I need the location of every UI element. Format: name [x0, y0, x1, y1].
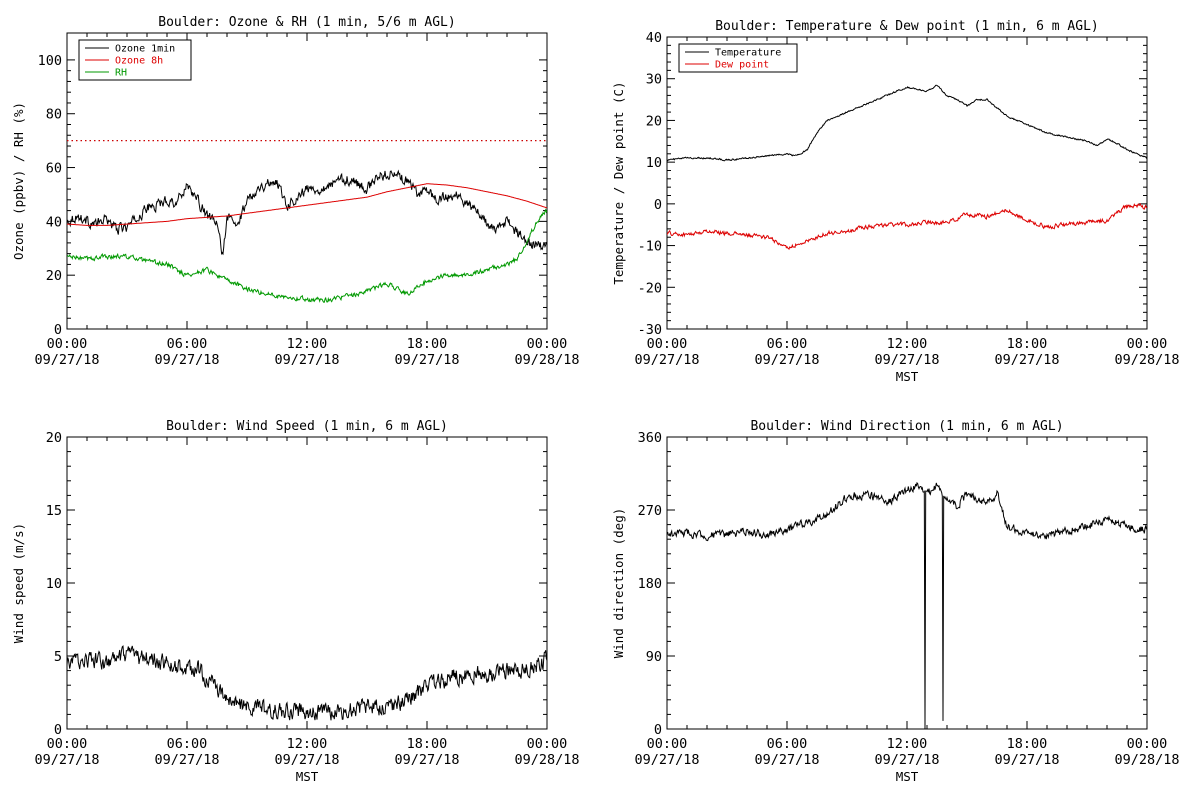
y-tick-label: 60: [46, 161, 62, 177]
x-tick-date-label: 09/27/18: [994, 752, 1059, 768]
chart-title: Boulder: Ozone & RH (1 min, 5/6 m AGL): [158, 15, 455, 30]
x-axis-label: MST: [296, 769, 319, 784]
y-tick-label: 20: [46, 268, 62, 284]
y-tick-label: 20: [646, 113, 662, 129]
x-tick-label: 00:00: [647, 736, 688, 752]
legend-entry: Temperature: [715, 48, 781, 59]
series-line-temperature: [667, 84, 1147, 162]
x-axis-label: MST: [896, 369, 919, 384]
plot-frame: [666, 436, 1148, 730]
x-tick-label: 00:00: [1127, 336, 1168, 352]
y-tick-label: -10: [638, 239, 662, 255]
legend-entry: Ozone 8h: [115, 56, 163, 67]
chart-panel-1: Boulder: Ozone & RH (1 min, 5/6 m AGL) 0 2…: [11, 15, 580, 368]
x-tick-date-label: 09/27/18: [994, 352, 1059, 368]
x-tick-label: 18:00: [1007, 336, 1048, 352]
series-line-main: [667, 481, 1147, 729]
y-tick-label: 0: [54, 322, 62, 338]
x-tick-label: 00:00: [527, 336, 568, 352]
x-tick-date-label: 09/28/18: [1114, 752, 1179, 768]
x-axis-label: MST: [896, 769, 919, 784]
y-tick-label: -20: [638, 280, 662, 296]
x-tick-label: 00:00: [1127, 736, 1168, 752]
legend: [678, 43, 798, 73]
y-axis-label: Ozone (ppbv) / RH (%): [11, 102, 26, 260]
x-tick-label: 12:00: [287, 336, 328, 352]
legend-entry: Dew point: [715, 60, 769, 71]
x-tick-date-label: 09/27/18: [874, 752, 939, 768]
y-tick-label: 5: [54, 649, 62, 665]
y-tick-label: 80: [46, 107, 62, 123]
y-axis-label: Wind direction (deg): [611, 508, 626, 659]
x-tick-date-label: 09/27/18: [634, 352, 699, 368]
x-tick-label: 00:00: [47, 736, 88, 752]
chart-title: Boulder: Wind Direction (1 min, 6 m AGL): [750, 419, 1063, 434]
chart-panel-3: Boulder: Wind Speed (1 min, 6 m AGL) 0 5 10…: [11, 419, 580, 784]
x-tick-date-label: 09/27/18: [394, 752, 459, 768]
y-tick-label: 100: [38, 53, 62, 69]
series-line-main: [67, 645, 547, 721]
x-tick-label: 18:00: [407, 336, 448, 352]
y-tick-label: -30: [638, 322, 662, 338]
y-tick-label: 40: [46, 214, 62, 230]
y-tick-label: 20: [46, 430, 62, 446]
y-tick-label: 0: [54, 722, 62, 738]
x-tick-date-label: 09/28/18: [1114, 352, 1179, 368]
y-tick-label: 270: [638, 503, 662, 519]
x-tick-label: 12:00: [887, 736, 928, 752]
x-tick-date-label: 09/27/18: [754, 352, 819, 368]
y-tick-label: 30: [646, 72, 662, 88]
y-axis-label: Wind speed (m/s): [11, 523, 26, 643]
x-tick-label: 06:00: [167, 736, 208, 752]
series-line-ozone-8h: [67, 183, 547, 226]
x-tick-date-label: 09/27/18: [274, 752, 339, 768]
x-tick-label: 00:00: [527, 736, 568, 752]
x-tick-label: 06:00: [767, 336, 808, 352]
legend-entry: Ozone 1min: [115, 44, 175, 55]
x-tick-date-label: 09/27/18: [754, 752, 819, 768]
x-tick-date-label: 09/27/18: [874, 352, 939, 368]
y-tick-label: 15: [46, 503, 62, 519]
y-tick-label: 90: [646, 649, 662, 665]
y-axis-label: Temperature / Dew point (C): [611, 81, 626, 284]
x-tick-date-label: 09/27/18: [34, 352, 99, 368]
x-tick-label: 06:00: [167, 336, 208, 352]
chart-title: Boulder: Temperature & Dew point (1 min,…: [715, 19, 1099, 34]
x-tick-label: 00:00: [47, 336, 88, 352]
y-tick-label: 0: [654, 722, 662, 738]
x-tick-date-label: 09/27/18: [34, 752, 99, 768]
y-tick-label: 10: [646, 155, 662, 171]
x-tick-label: 18:00: [407, 736, 448, 752]
x-tick-label: 00:00: [647, 336, 688, 352]
y-tick-label: 10: [46, 576, 62, 592]
x-tick-date-label: 09/28/18: [514, 352, 579, 368]
chart-panel-2: Boulder: Temperature & Dew point (1 min,…: [611, 19, 1180, 384]
x-tick-label: 12:00: [887, 336, 928, 352]
series-line-rh: [67, 208, 547, 303]
x-tick-label: 18:00: [1007, 736, 1048, 752]
chart-panel-4: Boulder: Wind Direction (1 min, 6 m AGL)…: [611, 419, 1180, 784]
y-tick-label: 40: [646, 30, 662, 46]
series-line-dew-point: [667, 202, 1147, 251]
y-tick-label: 0: [654, 197, 662, 213]
legend-entry: RH: [115, 68, 127, 79]
x-tick-date-label: 09/27/18: [634, 752, 699, 768]
x-tick-date-label: 09/27/18: [274, 352, 339, 368]
plot-frame: [666, 36, 1148, 330]
chart-title: Boulder: Wind Speed (1 min, 6 m AGL): [166, 419, 448, 434]
x-tick-date-label: 09/27/18: [154, 352, 219, 368]
x-tick-label: 12:00: [287, 736, 328, 752]
x-tick-date-label: 09/27/18: [394, 352, 459, 368]
x-tick-date-label: 09/28/18: [514, 752, 579, 768]
series-line-ozone-1min: [67, 169, 547, 256]
x-tick-date-label: 09/27/18: [154, 752, 219, 768]
plot-frame: [66, 436, 548, 730]
y-tick-label: 360: [638, 430, 662, 446]
y-tick-label: 180: [638, 576, 662, 592]
x-tick-label: 06:00: [767, 736, 808, 752]
